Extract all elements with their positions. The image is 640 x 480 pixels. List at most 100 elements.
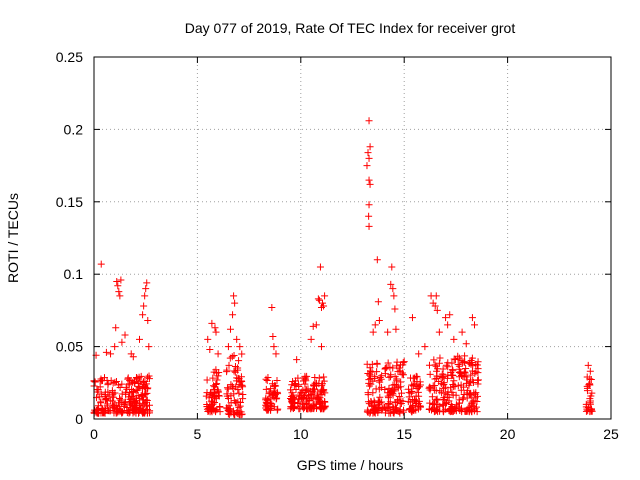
data-point: [321, 292, 329, 300]
data-point: [209, 374, 217, 382]
data-point: [321, 397, 329, 405]
data-point: [399, 371, 407, 379]
data-point: [365, 117, 373, 125]
data-point: [386, 398, 394, 406]
data-point: [425, 384, 433, 392]
data-point: [113, 277, 121, 285]
data-point: [432, 362, 440, 370]
data-point: [366, 180, 374, 188]
data-point: [139, 311, 147, 319]
data-point: [111, 378, 119, 386]
data-point: [135, 335, 143, 343]
data-point: [473, 361, 481, 369]
data-point: [208, 408, 216, 416]
y-tick-label: 0.05: [56, 339, 83, 355]
grid-lines: [94, 57, 611, 419]
data-point: [143, 279, 151, 287]
data-point: [408, 381, 416, 389]
data-point: [125, 381, 133, 389]
data-point: [269, 332, 277, 340]
data-point: [304, 385, 312, 393]
data-point: [303, 397, 311, 405]
data-point: [235, 403, 243, 411]
data-point: [145, 343, 153, 351]
data-point: [364, 391, 372, 399]
y-tick-label: 0.25: [56, 49, 83, 65]
data-point: [465, 381, 473, 389]
data-point: [455, 369, 463, 377]
data-point: [121, 331, 129, 339]
data-point: [206, 345, 214, 353]
data-point: [320, 373, 328, 381]
data-point: [314, 295, 322, 303]
data-point: [215, 369, 223, 377]
data-point: [472, 360, 480, 368]
data-point: [456, 368, 464, 376]
data-point: [321, 389, 329, 397]
data-point: [320, 377, 328, 385]
data-point: [143, 373, 151, 381]
data-point: [431, 361, 439, 369]
data-point: [432, 396, 440, 404]
data-point: [365, 212, 373, 220]
data-point: [126, 401, 134, 409]
data-point: [586, 395, 594, 403]
data-point: [315, 394, 323, 402]
data-point: [468, 398, 476, 406]
data-point: [390, 408, 398, 416]
data-point: [230, 292, 238, 300]
data-point: [116, 292, 124, 300]
data-point: [462, 364, 470, 372]
data-point: [392, 325, 400, 333]
data-point: [372, 385, 380, 393]
data-point: [212, 328, 220, 336]
data-point: [230, 397, 238, 405]
data-point: [301, 375, 309, 383]
data-point: [203, 401, 211, 409]
data-point: [473, 392, 481, 400]
data-point: [454, 360, 462, 368]
data-point: [391, 380, 399, 388]
data-point: [462, 407, 470, 415]
data-point: [267, 403, 275, 411]
y-tick-label: 0.1: [64, 266, 84, 282]
data-point: [238, 381, 246, 389]
data-point: [363, 360, 371, 368]
data-point: [430, 356, 438, 364]
y-axis-ticks: 0 0.05 0.1 0.15 0.2 0.25: [56, 49, 611, 427]
data-point: [458, 359, 466, 367]
data-point: [373, 359, 381, 367]
data-point: [264, 373, 272, 381]
data-point: [405, 405, 413, 413]
data-point: [118, 338, 126, 346]
x-tick-label: 0: [90, 426, 98, 442]
data-point: [267, 385, 275, 393]
data-point: [435, 328, 443, 336]
data-point: [583, 384, 591, 392]
data-point: [450, 377, 458, 385]
y-axis-label: ROTI / TECUs: [5, 193, 21, 283]
data-point: [394, 383, 402, 391]
data-point: [387, 280, 395, 288]
data-point: [216, 403, 224, 411]
data-point: [129, 405, 137, 413]
data-point: [433, 306, 441, 314]
data-point: [107, 350, 115, 358]
data-point: [365, 222, 373, 230]
data-point: [395, 364, 403, 372]
data-point: [365, 376, 373, 384]
data-point: [133, 374, 141, 382]
data-point: [384, 392, 392, 400]
data-point: [393, 407, 401, 415]
x-axis-ticks: 0 5 10 15 20 25: [90, 57, 619, 442]
data-point: [114, 399, 122, 407]
data-point: [129, 388, 137, 396]
data-point: [457, 404, 465, 412]
data-point: [369, 328, 377, 336]
data-point: [435, 377, 443, 385]
data-point: [396, 367, 404, 375]
data-point: [291, 398, 299, 406]
data-point: [365, 176, 373, 184]
data-point: [140, 302, 148, 310]
data-point: [385, 384, 393, 392]
